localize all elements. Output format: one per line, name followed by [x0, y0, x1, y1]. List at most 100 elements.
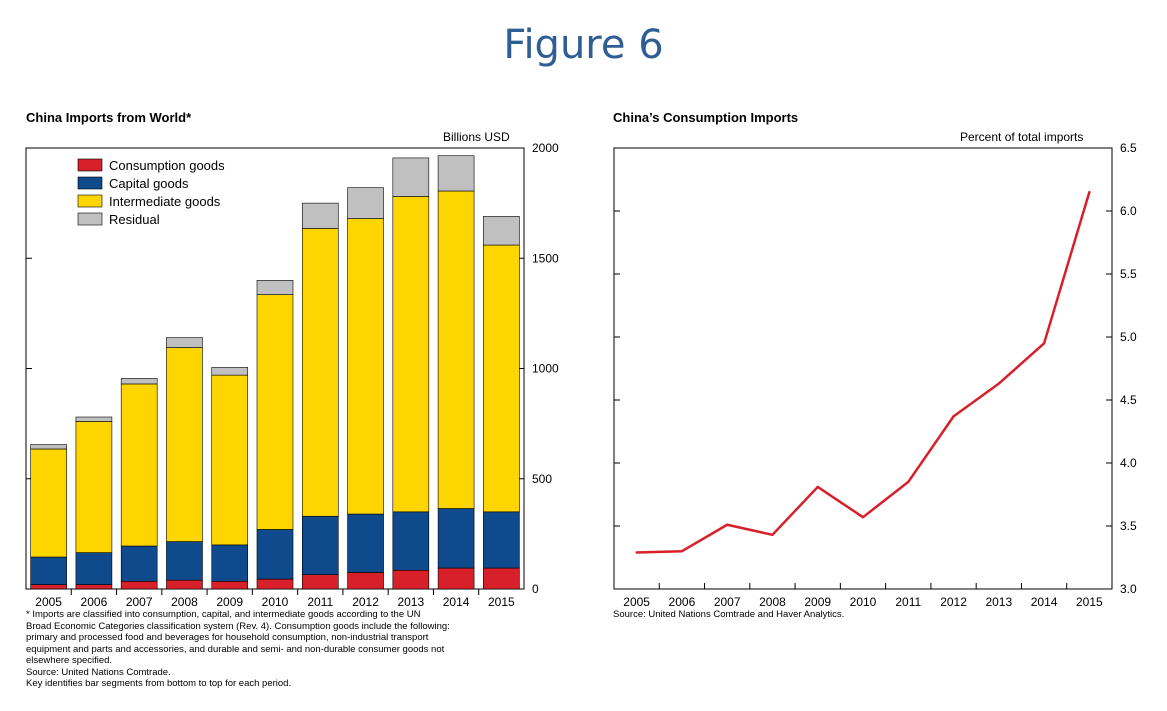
bar-segment-intermediate-goods — [392, 196, 430, 513]
right-y-tick-label: 6.5 — [1120, 141, 1137, 155]
bar-segment-intermediate-goods — [437, 190, 475, 509]
bar-segment-consumption-goods — [347, 572, 384, 590]
left-chart-title: China Imports from World* — [26, 110, 192, 125]
right-x-tick-label: 2007 — [714, 595, 741, 609]
bar-segment-consumption-goods — [301, 574, 339, 590]
bar-segment-consumption-goods — [166, 579, 203, 590]
right-chart-title: China’s Consumption Imports — [613, 110, 799, 125]
bar-segment-intermediate-goods — [301, 228, 339, 517]
right-y-tick-label: 5.0 — [1120, 330, 1137, 344]
right-x-tick-label: 2009 — [804, 595, 831, 609]
bar-segment-capital-goods — [166, 541, 203, 581]
right-x-tick-label: 2013 — [985, 595, 1012, 609]
bar-segment-consumption-goods — [392, 569, 430, 590]
page-title: Figure 6 — [503, 22, 664, 68]
right-x-tick-label: 2010 — [850, 595, 877, 609]
bar-segment-intermediate-goods — [30, 448, 67, 558]
left-x-tick-label: 2006 — [81, 595, 108, 609]
left-x-tick-label: 2007 — [126, 595, 153, 609]
bar-segment-residual — [30, 444, 67, 450]
left-x-tick-label: 2015 — [488, 595, 515, 609]
bar-segment-capital-goods — [483, 511, 520, 569]
bar-segment-residual — [211, 367, 249, 376]
right-x-tick-label: 2011 — [895, 595, 921, 609]
footnote-line: Broad Economic Categories classification… — [26, 620, 450, 632]
bar-segment-intermediate-goods — [120, 383, 158, 547]
line-point — [635, 551, 638, 554]
bar-segment-capital-goods — [392, 511, 430, 571]
bar-segment-intermediate-goods — [75, 421, 113, 553]
bar-segment-capital-goods — [437, 508, 475, 569]
line-point — [1088, 190, 1091, 194]
left-x-tick-label: 2011 — [307, 595, 333, 609]
bar-segment-residual — [483, 216, 520, 246]
bar-segment-consumption-goods — [120, 580, 158, 590]
bar-segment-residual — [75, 416, 113, 422]
left-x-tick-label: 2005 — [35, 595, 62, 609]
right-y-tick-label: 3.5 — [1120, 519, 1137, 533]
bar-segment-residual — [437, 155, 475, 192]
right-chart-source: Source: United Nations Comtrade and Have… — [613, 609, 845, 620]
left-y-tick-label: 1000 — [532, 362, 559, 376]
right-x-tick-label: 2015 — [1076, 595, 1103, 609]
bar-segment-residual — [301, 202, 339, 229]
left-chart-footnote: * Imports are classified into consumptio… — [26, 609, 596, 690]
bar-segment-capital-goods — [301, 515, 339, 575]
footnote-line: equipment and parts and accessories, and… — [26, 643, 445, 655]
footnote-line: Source: United Nations Comtrade. — [26, 666, 171, 678]
bar-segment-capital-goods — [211, 544, 249, 582]
bar-segment-intermediate-goods — [166, 347, 203, 542]
bar-segment-capital-goods — [30, 556, 67, 585]
line-point — [997, 382, 1001, 385]
legend-label: Consumption goods — [109, 158, 225, 173]
left-y-tick-label: 0 — [532, 582, 539, 596]
bar-segment-capital-goods — [120, 545, 158, 582]
legend-swatch — [77, 158, 103, 172]
legend-swatch — [77, 176, 103, 190]
footnote-line: Key identifies bar segments from bottom … — [26, 678, 292, 689]
right-x-tick-label: 2014 — [1031, 595, 1058, 609]
bar-segment-intermediate-goods — [483, 244, 520, 513]
right-y-tick-label: 4.5 — [1120, 393, 1137, 407]
legend-swatch — [77, 212, 103, 226]
line-point — [816, 485, 819, 489]
line-point — [680, 550, 684, 553]
right-x-tick-label: 2005 — [623, 595, 650, 609]
left-x-tick-label: 2012 — [352, 595, 379, 609]
right-plot-frame — [613, 147, 1113, 590]
line-point — [1042, 342, 1046, 345]
left-chart-unit-label: Billions USD — [443, 130, 510, 144]
bar-segment-capital-goods — [75, 552, 113, 585]
bar-segment-consumption-goods — [256, 578, 294, 590]
bar-segment-residual — [347, 187, 384, 219]
bar-segment-residual — [120, 378, 158, 385]
right-x-tick-label: 2012 — [940, 595, 967, 609]
footnote-line: primary and processed food and beverages… — [26, 632, 429, 643]
legend-label: Capital goods — [109, 176, 189, 191]
bar-segment-residual — [392, 157, 430, 197]
legend-swatch — [77, 194, 103, 208]
left-x-tick-label: 2013 — [397, 595, 424, 609]
bar-segment-consumption-goods — [211, 580, 249, 590]
legend-label: Intermediate goods — [109, 194, 221, 209]
left-y-tick-label: 500 — [532, 472, 552, 486]
line-point — [725, 523, 729, 526]
line-point — [861, 515, 865, 519]
bar-segment-capital-goods — [256, 529, 294, 580]
right-x-tick-label: 2006 — [669, 595, 696, 609]
legend-label: Residual — [109, 212, 160, 227]
right-y-tick-label: 3.0 — [1120, 582, 1137, 596]
bar-segment-intermediate-goods — [347, 218, 384, 515]
left-y-tick-label: 2000 — [532, 141, 559, 155]
bar-segment-residual — [166, 337, 203, 348]
left-x-tick-label: 2008 — [171, 595, 198, 609]
left-x-tick-label: 2014 — [443, 595, 470, 609]
bar-segment-intermediate-goods — [256, 294, 294, 530]
right-y-tick-label: 5.5 — [1120, 267, 1137, 281]
bar-segment-consumption-goods — [483, 567, 520, 590]
right-y-tick-label: 4.0 — [1120, 456, 1137, 470]
right-chart-unit-label: Percent of total imports — [960, 130, 1084, 144]
line-point — [952, 415, 955, 418]
bar-segment-residual — [256, 279, 294, 295]
right-x-tick-label: 2008 — [759, 595, 786, 609]
